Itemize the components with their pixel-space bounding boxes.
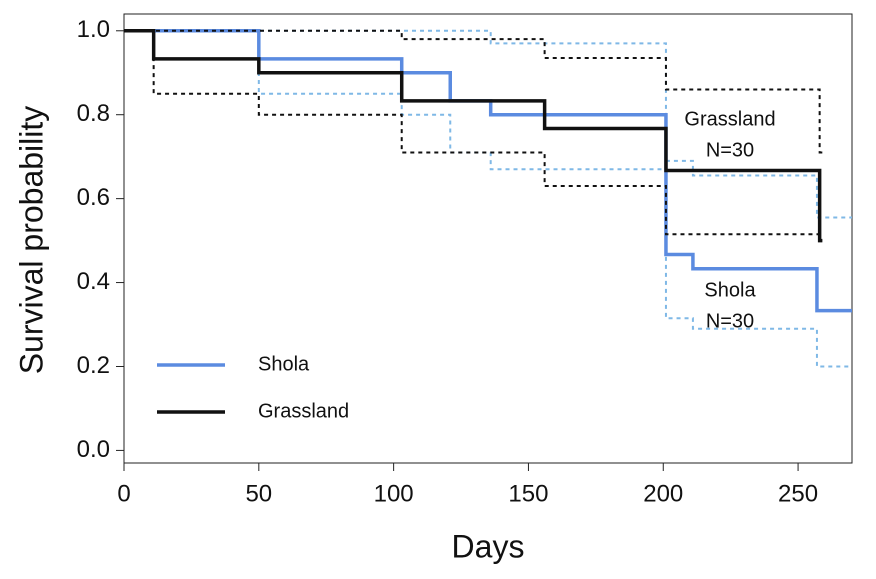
confidence-lower [124, 29, 823, 242]
legend-label: Grassland [258, 400, 349, 422]
annotation: Grassland [684, 108, 775, 130]
y-axis-title: Survival probability [13, 106, 49, 375]
y-tick-label: 0.2 [77, 352, 110, 379]
annotation: N=30 [706, 310, 754, 332]
x-tick-label: 150 [508, 480, 548, 507]
y-tick-label: 0.0 [77, 436, 110, 463]
plot-frame [123, 13, 853, 464]
confidence-upper [124, 29, 823, 154]
confidence-upper [124, 29, 852, 219]
x-tick-label: 50 [245, 480, 272, 507]
y-tick-label: 1.0 [77, 16, 110, 43]
y-tick-label: 0.8 [77, 100, 110, 127]
confidence-lower [124, 29, 852, 368]
y-tick-label: 0.4 [77, 268, 110, 295]
survival-line [124, 29, 852, 313]
legend-label: Shola [258, 353, 310, 375]
x-tick-label: 100 [374, 480, 414, 507]
x-tick-label: 200 [643, 480, 683, 507]
survival-line [124, 29, 823, 243]
x-tick-label: 0 [117, 480, 130, 507]
x-tick-label: 250 [778, 480, 818, 507]
annotation: Shola [704, 279, 756, 301]
x-axis-title: Days [452, 528, 525, 564]
y-tick-label: 0.6 [77, 184, 110, 211]
annotation: N=30 [706, 139, 754, 161]
